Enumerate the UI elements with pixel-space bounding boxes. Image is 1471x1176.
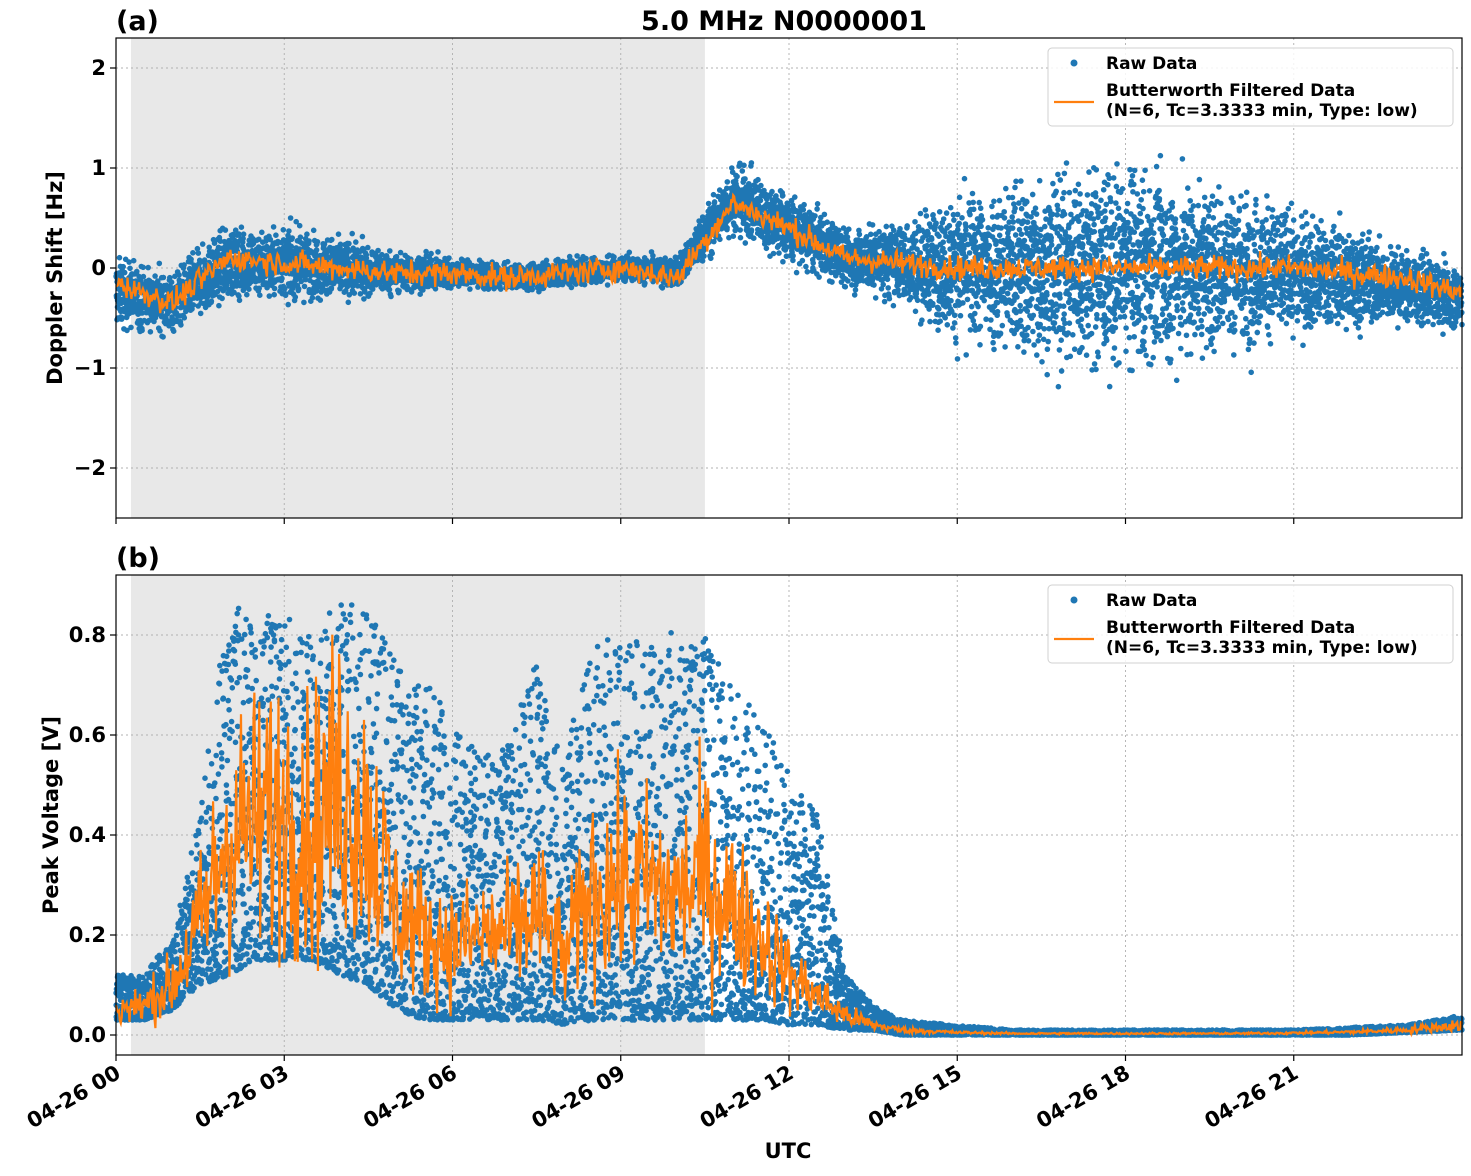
panel-b-filtered-line	[114, 634, 1464, 1038]
panel-b-y-ticks: 0.0 0.2 0.4 0.6 0.8	[69, 623, 116, 1047]
x-tick-label: 04-26 21	[1200, 1061, 1302, 1134]
legend-filtered-label-line1: Butterworth Filtered Data	[1106, 81, 1355, 101]
legend-filtered-label-line2: (N=6, Tc=3.3333 min, Type: low)	[1106, 101, 1418, 121]
x-tick-label: 04-26 12	[696, 1061, 798, 1134]
panel-b-label: (b)	[116, 543, 160, 574]
y-tick-label: 0.0	[69, 1023, 106, 1047]
y-tick-label: 0.6	[69, 723, 106, 747]
panel-a-y-ticks: −2 −1 0 1 2	[74, 56, 116, 480]
panel-b-x-ticks: 04-26 00 04-26 03 04-26 06 04-26 09 04-26 12…	[23, 1055, 1302, 1134]
panel-a-doppler-shift: −2 −1 0 1 2 (a) 5.0 MHz N0000001 Doppler Shi…	[43, 6, 1465, 524]
panel-a-filtered-line	[115, 192, 1463, 314]
y-tick-label: 1	[91, 156, 106, 180]
legend-filtered-label-line2: (N=6, Tc=3.3333 min, Type: low)	[1106, 638, 1418, 658]
legend-raw-marker	[1070, 59, 1078, 67]
x-tick-label: 04-26 00	[23, 1061, 125, 1134]
x-tick-label: 04-26 03	[191, 1061, 293, 1134]
panel-a-legend: Raw Data Butterworth Filtered Data (N=6, …	[1047, 47, 1454, 127]
chart-title: 5.0 MHz N0000001	[641, 6, 927, 37]
y-tick-label: −2	[74, 456, 106, 480]
x-tick-label: 04-26 15	[864, 1061, 966, 1134]
panel-b-peak-voltage: 0.0 0.2 0.4 0.6 0.8 04-26 00 04-26 03 04-26 06…	[23, 543, 1465, 1163]
legend-box	[1047, 584, 1454, 664]
panel-a-raw-data-points	[113, 152, 1465, 390]
panel-b-legend: Raw Data Butterworth Filtered Data (N=6, …	[1047, 584, 1454, 664]
raw-data-points	[113, 152, 1465, 390]
legend-filtered-label: Butterworth Filtered Data (N=6, Tc=3.3333…	[1106, 618, 1418, 658]
legend-filtered-label-line1: Butterworth Filtered Data	[1106, 618, 1355, 638]
panel-b-y-axis-label: Peak Voltage [V]	[39, 716, 63, 914]
y-tick-label: 0.2	[69, 923, 106, 947]
y-tick-label: 0	[91, 256, 106, 280]
legend-filtered-label: Butterworth Filtered Data (N=6, Tc=3.3333…	[1106, 81, 1418, 121]
x-axis-label: UTC	[765, 1139, 812, 1163]
x-tick-label: 04-26 09	[527, 1061, 629, 1134]
legend-raw-label: Raw Data	[1106, 591, 1197, 611]
y-tick-label: 0.4	[69, 823, 106, 847]
x-tick-label: 04-26 18	[1032, 1061, 1134, 1134]
legend-raw-label: Raw Data	[1106, 54, 1197, 74]
y-tick-label: −1	[74, 356, 106, 380]
panel-a-label: (a)	[116, 6, 159, 37]
legend-box	[1047, 47, 1454, 127]
legend-raw-marker	[1070, 596, 1078, 604]
y-tick-label: 0.8	[69, 623, 106, 647]
panel-a-x-ticks	[115, 518, 1295, 524]
panel-a-y-axis-label: Doppler Shift [Hz]	[43, 171, 67, 385]
y-tick-label: 2	[91, 56, 106, 80]
x-tick-label: 04-26 06	[359, 1061, 461, 1134]
